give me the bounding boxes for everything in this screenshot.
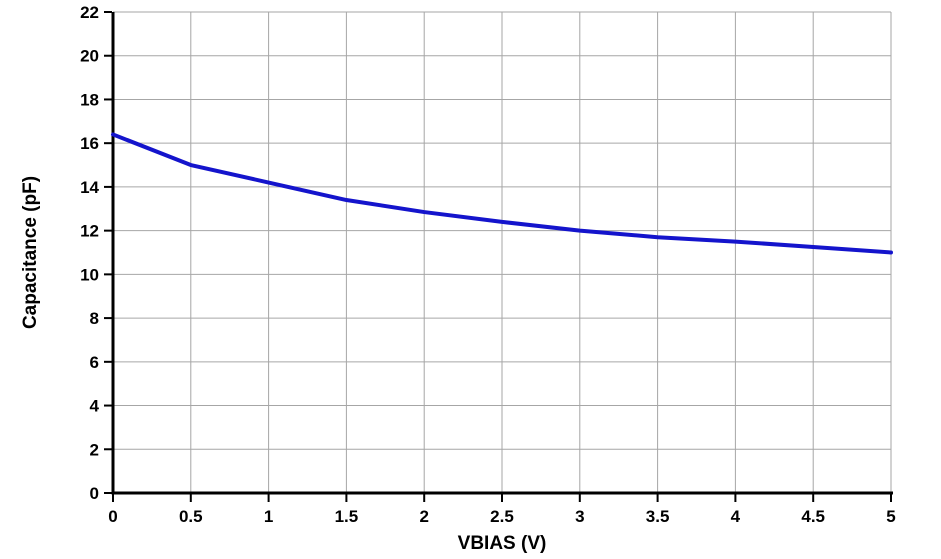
x-tick-label: 4 — [731, 507, 741, 526]
x-tick-label: 0.5 — [179, 507, 203, 526]
y-tick-label: 22 — [80, 3, 99, 22]
x-tick-label: 2.5 — [490, 507, 514, 526]
tick-labels: 0 2 4 6 8 10 12 14 16 18 20 22 0 0.5 1 1.5 2 2.5 3 3.5 4 4.5 5 — [80, 3, 896, 526]
y-tick-label: 6 — [90, 353, 99, 372]
y-tick-label: 18 — [80, 90, 99, 109]
y-tick-label: 20 — [80, 47, 99, 66]
x-tick-label: 1.5 — [335, 507, 359, 526]
x-tick-label: 2 — [419, 507, 428, 526]
x-tick-label: 0 — [108, 507, 117, 526]
gridlines — [113, 11, 892, 493]
y-tick-label: 8 — [90, 309, 99, 328]
y-tick-label: 4 — [90, 397, 100, 416]
y-tick-label: 2 — [90, 440, 99, 459]
x-tick-label: 5 — [886, 507, 895, 526]
y-axis-title: Capacitance (pF) — [20, 176, 41, 329]
x-axis-title: VBIAS (V) — [458, 533, 547, 554]
y-tick-label: 16 — [80, 134, 99, 153]
axes — [111, 12, 893, 495]
tick-marks — [104, 11, 892, 502]
x-tick-label: 3 — [575, 507, 584, 526]
x-tick-label: 1 — [264, 507, 273, 526]
y-tick-label: 0 — [90, 484, 99, 503]
x-tick-label: 3.5 — [646, 507, 670, 526]
capacitance-curve — [111, 132, 893, 255]
y-tick-label: 14 — [80, 178, 99, 197]
y-tick-label: 12 — [80, 222, 99, 241]
y-tick-label: 10 — [80, 265, 99, 284]
x-tick-label: 4.5 — [801, 507, 825, 526]
